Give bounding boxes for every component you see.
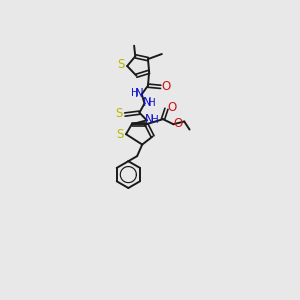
Text: H: H	[131, 88, 139, 98]
Text: H: H	[148, 98, 156, 108]
Text: H: H	[151, 115, 158, 124]
Text: O: O	[161, 80, 170, 93]
Text: O: O	[167, 101, 176, 114]
Text: S: S	[117, 58, 124, 71]
Text: N: N	[142, 96, 151, 109]
Text: N: N	[145, 113, 154, 126]
Text: N: N	[135, 87, 144, 100]
Text: S: S	[116, 107, 123, 120]
Text: O: O	[174, 117, 183, 130]
Text: S: S	[116, 128, 123, 141]
